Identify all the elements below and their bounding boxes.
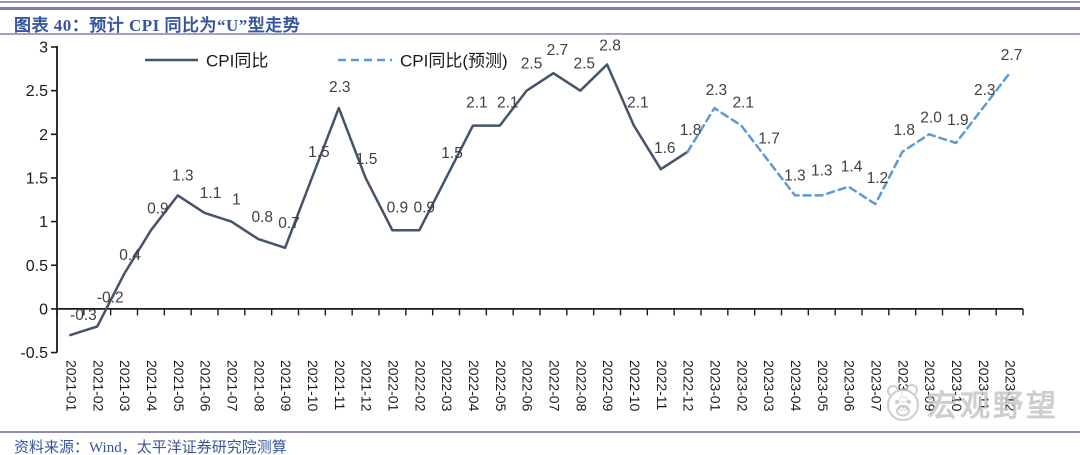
x-tick-label: 2022-06 (520, 360, 536, 412)
x-tick-label: 2023-04 (788, 360, 804, 412)
top-rule-thick (0, 7, 1080, 10)
data-label: 2.3 (706, 82, 728, 99)
y-tick-label: 0 (39, 301, 48, 318)
data-label: 0.9 (147, 200, 169, 217)
data-label: 2.1 (627, 95, 649, 112)
x-tick-label: 2021-05 (171, 360, 187, 412)
x-tick-label: 2022-01 (385, 360, 401, 412)
x-tick-label: 2022-04 (466, 360, 482, 412)
legend-actual-label: CPI同比 (206, 52, 268, 71)
data-label: 2.0 (920, 109, 942, 126)
data-label: -0.3 (70, 307, 97, 324)
x-tick-label: 2022-09 (600, 360, 616, 412)
data-label: 2.3 (329, 79, 351, 96)
y-tick-label: 2 (39, 127, 48, 144)
data-label: 1.3 (811, 162, 833, 179)
data-label: 2.5 (521, 56, 543, 73)
data-label: 1.5 (356, 151, 378, 168)
x-tick-label: 2022-02 (412, 360, 428, 412)
x-tick-label: 2023-07 (868, 360, 884, 412)
data-label: 1.5 (308, 144, 330, 161)
x-tick-label: 2022-05 (493, 360, 509, 412)
x-tick-label: 2021-08 (251, 360, 267, 412)
source-note: 资料来源：Wind，太平洋证券研究院测算 (14, 440, 287, 455)
x-tick-label: 2021-03 (117, 360, 133, 412)
data-label: 1.9 (947, 112, 969, 129)
y-tick-label: 1.5 (26, 170, 48, 187)
data-label: 1.7 (758, 130, 780, 147)
data-label: 2.7 (547, 42, 569, 59)
x-tick-label: 2023-09 (922, 360, 938, 412)
x-tick-label: 2022-07 (546, 360, 562, 412)
data-label: 2.1 (466, 95, 488, 112)
data-label: 1.6 (654, 140, 676, 157)
data-label: 0.9 (387, 199, 409, 216)
x-tick-label: 2023-08 (895, 360, 911, 412)
cpi-forecast-line (686, 71, 1011, 206)
data-label: 2.1 (732, 95, 754, 112)
data-label: 0.4 (119, 247, 141, 264)
data-label: 1.8 (893, 122, 915, 139)
x-tick-label: 2023-02 (734, 360, 750, 412)
data-label: 1.3 (784, 167, 806, 184)
data-label: 0.9 (413, 199, 435, 216)
top-rule-thin (0, 1, 1080, 3)
x-tick-label: 2022-08 (573, 360, 589, 412)
x-tick-label: 2021-12 (359, 360, 375, 412)
x-tick-label: 2021-07 (224, 360, 240, 412)
x-tick-label: 2023-05 (815, 360, 831, 412)
y-tick-label: 3 (39, 40, 48, 57)
y-tick-label: 2.5 (26, 83, 48, 100)
x-tick-label: 2022-12 (681, 360, 697, 412)
x-tick-label: 2022-10 (627, 360, 643, 412)
legend-forecast-label: CPI同比(预测) (400, 52, 508, 71)
x-tick-label: 2021-04 (144, 360, 160, 412)
x-tick-label: 2022-11 (654, 360, 670, 411)
cpi-actual-line (69, 63, 689, 337)
y-tick-label: 0.5 (26, 258, 48, 275)
y-tick-label: -0.5 (20, 345, 48, 362)
x-tick-label: 2021-09 (278, 360, 294, 412)
data-label: -0.2 (97, 289, 124, 306)
data-label: 0.8 (251, 209, 273, 226)
x-tick-label: 2023-01 (707, 360, 723, 412)
x-tick-label: 2021-06 (198, 360, 214, 412)
data-label: 1.2 (867, 170, 889, 187)
x-tick-label: 2021-02 (90, 360, 106, 412)
data-label: 1.4 (841, 159, 863, 176)
data-label: 1.3 (172, 167, 194, 184)
data-label: 2.7 (1001, 47, 1023, 64)
x-tick-label: 2023-06 (842, 360, 858, 412)
data-label: 2.3 (974, 82, 996, 99)
data-label: 1.8 (680, 122, 702, 139)
x-tick-label: 2023-12 (1003, 360, 1019, 412)
x-tick-label: 2021-01 (63, 360, 79, 412)
x-tick-label: 2021-10 (305, 360, 321, 412)
x-tick-label: 2022-03 (439, 360, 455, 412)
data-label: 2.8 (599, 37, 621, 54)
data-label: 1 (232, 192, 241, 209)
data-label: 2.1 (497, 95, 519, 112)
data-label: 2.5 (573, 56, 595, 73)
footer-rule (0, 431, 1080, 433)
x-tick-label: 2023-11 (976, 360, 992, 411)
data-label: 1.5 (441, 145, 463, 162)
x-tick-label: 2021-11 (332, 360, 348, 411)
x-tick-label: 2023-03 (761, 360, 777, 412)
data-label: 0.7 (278, 215, 300, 232)
data-label: 1.1 (200, 185, 222, 202)
title-divider-rule (0, 33, 1080, 35)
y-tick-label: 1 (39, 214, 48, 231)
x-tick-label: 2023-10 (949, 360, 965, 412)
figure-title: 图表 40：预计 CPI 同比为“U”型走势 (14, 16, 301, 35)
